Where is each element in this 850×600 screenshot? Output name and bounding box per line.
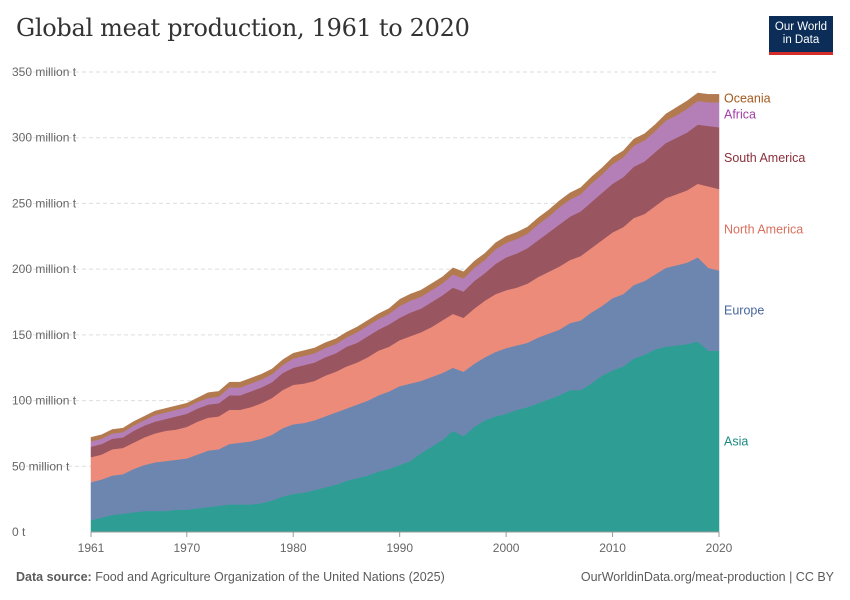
data-source-label: Data source: [16, 570, 92, 584]
series-label-oceania[interactable]: Oceania [724, 91, 771, 105]
x-tick-label: 1961 [78, 541, 105, 555]
y-tick-label: 0 t [12, 525, 26, 539]
series-label-europe[interactable]: Europe [724, 304, 764, 318]
series-label-south-america[interactable]: South America [724, 151, 805, 165]
series-label-north-america[interactable]: North America [724, 223, 803, 237]
y-tick-label: 150 million t [12, 328, 77, 342]
x-axis: 1961 1970 1980 1990 2000 2010 2020 [78, 531, 733, 555]
x-tick-label: 1980 [280, 541, 307, 555]
stacked-area-chart: 0 t 50 million t 100 million t 150 million … [12, 65, 805, 555]
area-oceania[interactable] [90, 92, 720, 442]
x-tick-label: 1990 [386, 541, 413, 555]
y-tick-label: 350 million t [12, 65, 77, 79]
owid-logo[interactable]: Our World in Data [769, 16, 833, 55]
x-tick-label: 2020 [706, 541, 733, 555]
series-label-africa[interactable]: Africa [724, 108, 756, 122]
series-label-asia[interactable]: Asia [724, 434, 748, 448]
logo-line-1: Our World [774, 21, 828, 33]
data-source: Data source: Food and Agriculture Organi… [16, 570, 445, 584]
x-tick-label: 1970 [173, 541, 200, 555]
series-areas [90, 92, 720, 533]
x-tick-label: 2000 [493, 541, 520, 555]
y-tick-label: 50 million t [12, 459, 70, 473]
logo-line-2: in Data [782, 34, 820, 46]
y-tick-label: 100 million t [12, 394, 77, 408]
x-tick-label: 2010 [599, 541, 626, 555]
chart-title: Global meat production, 1961 to 2020 [16, 14, 470, 42]
logo-accent-bar [769, 52, 833, 55]
y-tick-label: 300 million t [12, 131, 77, 145]
y-axis-ticks: 0 t 50 million t 100 million t 150 million … [12, 65, 77, 539]
series-labels: Asia Europe North America South America Afri… [724, 91, 805, 448]
data-source-text: Food and Agriculture Organization of the… [95, 570, 445, 584]
source-url-link[interactable]: OurWorldinData.org/meat-production | CC … [580, 570, 834, 584]
y-tick-label: 250 million t [12, 196, 77, 210]
y-tick-label: 200 million t [12, 262, 77, 276]
